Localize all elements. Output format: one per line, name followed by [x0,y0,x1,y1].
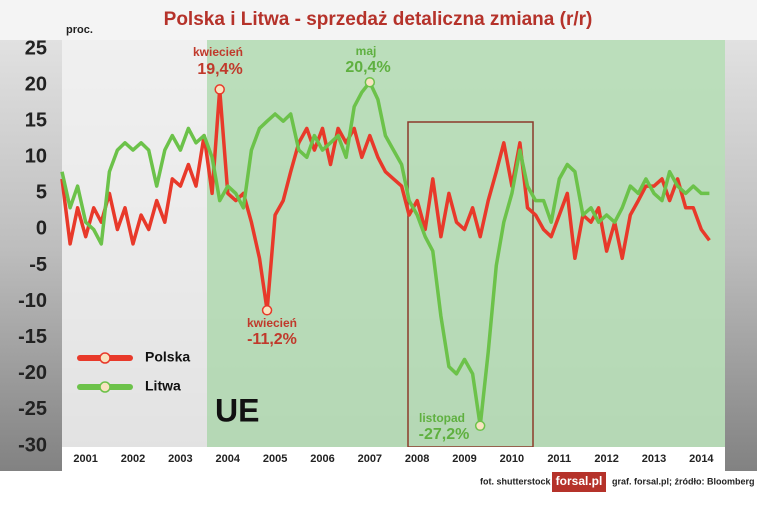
annotation: -11,2% [247,331,297,348]
highlight-point [364,76,376,88]
annotation: listopad [419,411,465,425]
annotation: -27,2% [419,426,470,443]
x-tick-label: 2012 [594,453,618,465]
footer-band [0,471,757,500]
annotation: 19,4% [197,61,242,78]
x-tick-label: 2013 [642,453,666,465]
legend-label: Polska [145,349,190,365]
y-axis-label: proc. [66,24,93,36]
x-tick-label: 2002 [121,453,145,465]
eu-label: UE [215,392,259,428]
source: graf. forsal.pl; źródło: Bloomberg [612,476,755,486]
y-tick-label: -30 [18,434,47,456]
highlight-point [261,305,273,316]
logo-box [552,472,606,492]
photo-credit: fot. shutterstock [480,476,552,486]
x-tick-label: 2003 [168,453,192,465]
annotation: maj [356,44,377,58]
x-tick-label: 2007 [358,453,382,465]
y-tick-label: 5 [36,182,47,204]
y-tick-label: 0 [36,218,47,240]
legend-marker [99,352,111,364]
title-band [0,0,757,40]
highlight-point [474,420,486,432]
y-tick-label: -25 [18,398,47,420]
y-tick-label: -10 [18,290,47,312]
y-tick-label: 15 [25,109,47,131]
x-tick-label: 2005 [263,453,287,465]
x-axis-band [62,447,725,471]
x-tick-label: 2011 [547,453,571,465]
x-tick-label: 2004 [216,453,241,465]
line-series [60,87,711,313]
x-tick-label: 2006 [310,453,334,465]
logo: forsal.pl [556,474,603,488]
x-tick-label: 2010 [500,453,524,465]
annotation: kwiecień [247,316,297,330]
y-tick-label: 25 [25,37,47,59]
y-tick-label: 10 [25,146,47,168]
annotation: 20,4% [345,59,390,76]
y-tick-label: -5 [29,254,47,276]
x-tick-label: 2008 [405,453,429,465]
y-tick-label: 20 [25,73,47,95]
x-tick-label: 2014 [689,453,714,465]
annotation: kwiecień [193,45,243,59]
line-series [60,80,710,428]
y-tick-label: -15 [18,326,47,348]
x-tick-label: 2009 [452,453,476,465]
y-tick-label: -20 [18,362,47,384]
legend-label: Litwa [145,378,181,394]
x-tick-label: 2001 [73,453,97,465]
highlight-point [214,84,225,95]
legend-marker [99,381,111,393]
chart-title: Polska i Litwa - sprzedaż detaliczna zmi… [164,9,593,30]
eu-shade [207,40,725,447]
